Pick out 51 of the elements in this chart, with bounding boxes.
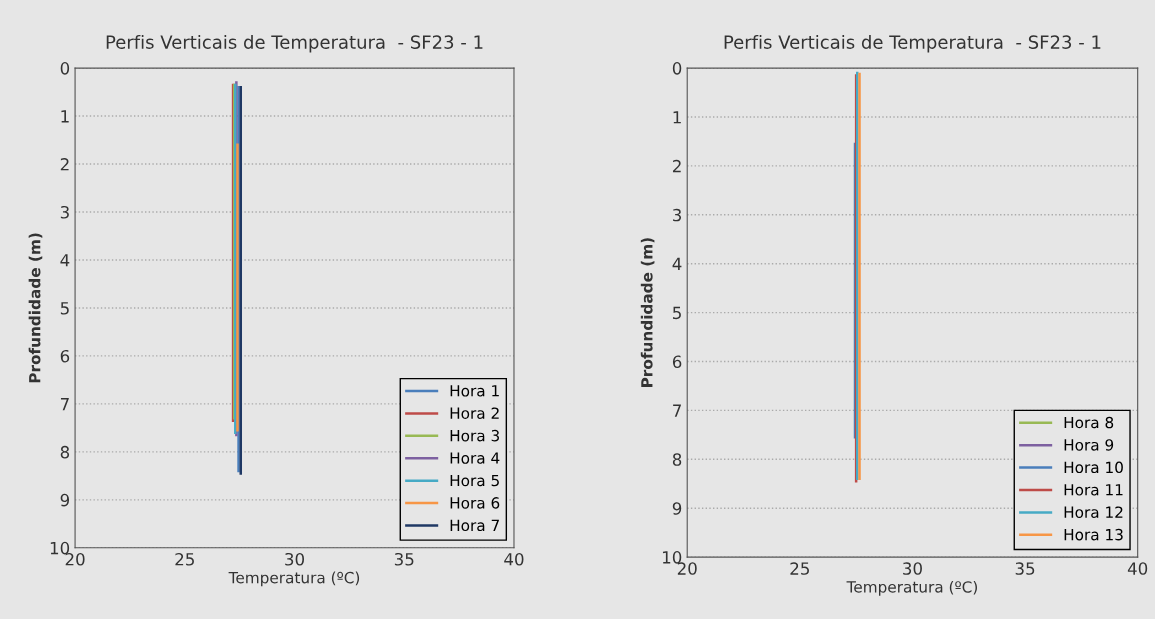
y-tick-label: 4 [60, 254, 70, 267]
legend-label: Hora 8 [1064, 416, 1114, 429]
y-tick-label: 3 [673, 208, 682, 222]
legend-label: Hora 5 [450, 474, 499, 487]
y-tick-label: 2 [60, 158, 69, 171]
y-tick-label: 4 [672, 257, 682, 271]
y-tick-label: 6 [672, 355, 682, 369]
y-tick-label: 10 [662, 551, 682, 564]
legend-label: Hora 3 [450, 429, 499, 442]
y-tick-label: 6 [60, 349, 70, 363]
y-tick-label: 1 [61, 110, 69, 123]
y-tick-label: 7 [673, 404, 681, 417]
x-tick-label: 30 [285, 552, 305, 566]
legend-label: Hora 1 [450, 385, 499, 397]
legend-label: Hora 4 [450, 452, 500, 464]
x-tick-label: 35 [394, 552, 414, 566]
x-tick-label: 20 [65, 552, 85, 566]
legend-label: Hora 2 [450, 407, 499, 419]
x-axis-title: Temperatura (ºC) [228, 571, 360, 587]
legend-label: Hora 12 [1064, 506, 1123, 518]
y-tick-label: 8 [60, 445, 70, 459]
legend-label: Hora 7 [450, 519, 499, 532]
x-tick-label: 40 [504, 552, 524, 566]
y-tick-label: 10 [50, 541, 70, 555]
legend-label: Hora 11 [1064, 484, 1123, 496]
chart-title: Perfis Verticais de Temperatura - SF23 - 1 [724, 34, 1101, 53]
y-tick-label: 7 [60, 398, 69, 411]
chart-title: Perfis Verticais de Temperatura - SF23 - 1 [106, 34, 483, 53]
legend-label: Hora 9 [1064, 439, 1114, 451]
y-tick-label: 8 [672, 453, 682, 466]
legend-label: Hora 10 [1064, 461, 1123, 474]
y-axis-title: Profundidade (m) [640, 238, 655, 387]
y-tick-label: 1 [673, 111, 681, 124]
x-tick-label: 30 [903, 562, 922, 575]
y-tick-label: 3 [60, 205, 69, 219]
x-tick-label: 20 [677, 562, 697, 575]
y-tick-label: 2 [672, 159, 681, 173]
y-tick-label: 9 [672, 502, 682, 515]
y-tick-label: 5 [673, 306, 681, 320]
y-tick-label: 0 [60, 62, 70, 75]
x-tick-label: 25 [175, 552, 194, 566]
x-axis-title: Temperatura (ºC) [846, 580, 977, 596]
legend-label: Hora 6 [450, 497, 500, 509]
y-axis-title: Profundidade (m) [28, 233, 43, 383]
x-tick-label: 40 [1127, 562, 1148, 575]
legend-label: Hora 13 [1064, 528, 1123, 541]
y-tick-label: 9 [60, 493, 70, 507]
x-tick-label: 35 [1015, 562, 1035, 575]
x-tick-label: 25 [790, 562, 809, 575]
y-tick-label: 5 [60, 302, 69, 315]
y-tick-label: 0 [672, 62, 682, 75]
